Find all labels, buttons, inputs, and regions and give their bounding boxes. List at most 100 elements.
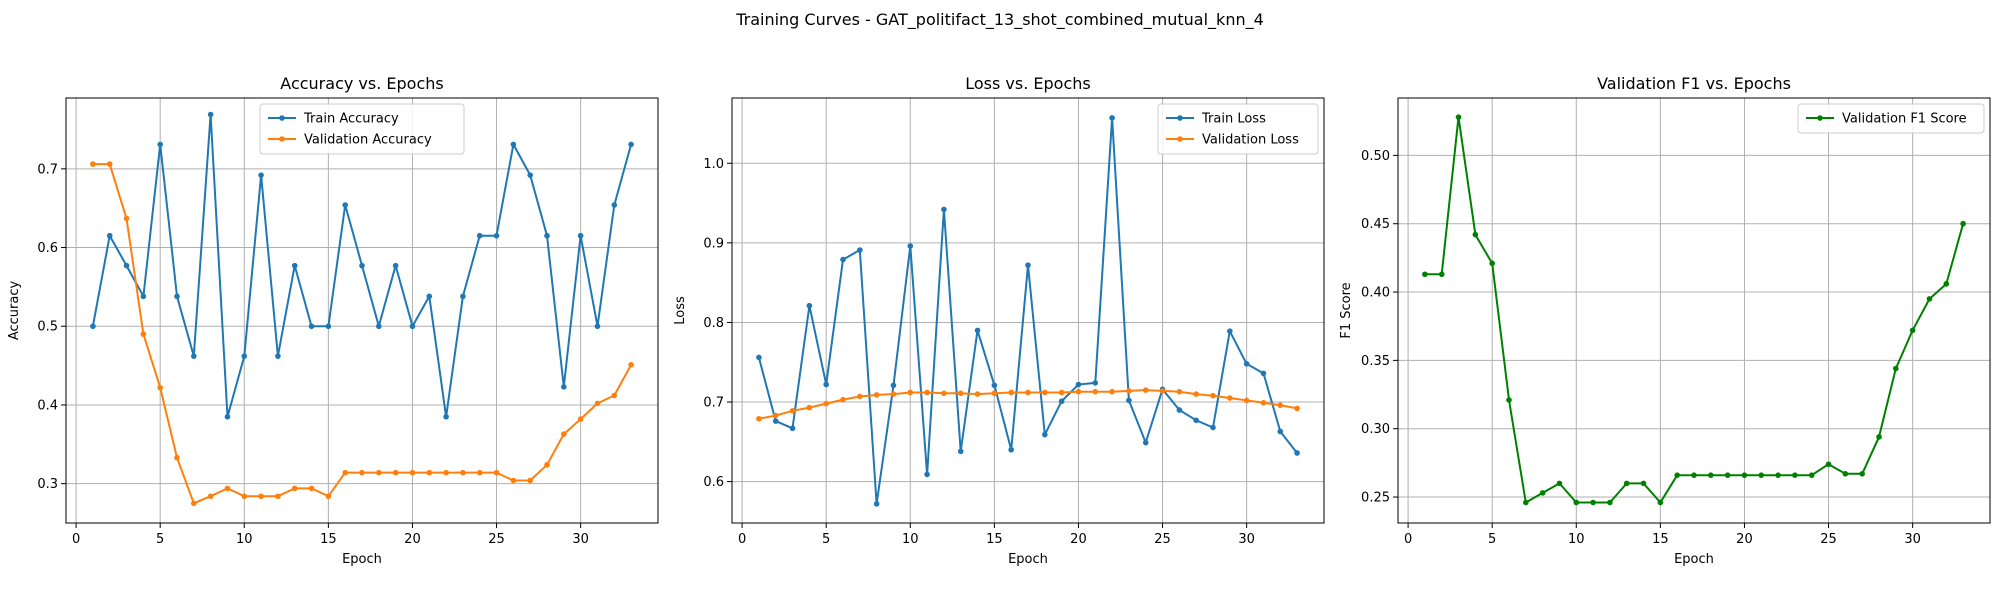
- data-point: [174, 454, 180, 461]
- x-tick-label: 0: [72, 532, 80, 547]
- data-point: [308, 323, 315, 330]
- y-tick-label: 0.40: [1361, 286, 1390, 301]
- data-point: [1422, 271, 1428, 278]
- legend-label: Train Accuracy: [303, 112, 399, 127]
- plot-frame: [731, 97, 1325, 524]
- legend-marker: [1177, 136, 1183, 142]
- data-point: [941, 206, 947, 213]
- figure-title: Training Curves - GAT_politifact_13_shot…: [735, 10, 1264, 30]
- data-point: [258, 172, 264, 178]
- data-point: [157, 141, 163, 148]
- legend-label: Validation Loss: [1202, 133, 1299, 148]
- y-tick-label: 0.3: [37, 477, 58, 492]
- y-tick-label: 0.7: [703, 396, 724, 411]
- data-point: [1092, 380, 1099, 386]
- data-point: [544, 461, 550, 468]
- data-point: [1943, 281, 1950, 287]
- x-tick-label: 0: [1404, 532, 1412, 547]
- legend-box: [1157, 103, 1319, 155]
- data-point: [224, 413, 231, 420]
- data-point: [991, 390, 998, 397]
- data-point: [342, 469, 348, 476]
- legend: Train Loss Validation Loss: [1157, 103, 1319, 155]
- data-point: [806, 404, 813, 411]
- x-tick-label: 25: [488, 532, 505, 547]
- data-point: [1876, 434, 1882, 440]
- data-point: [1294, 450, 1300, 456]
- legend-marker: [1817, 115, 1823, 121]
- data-point: [527, 477, 533, 484]
- y-tick-label: 0.35: [1361, 354, 1390, 369]
- data-point: [544, 232, 550, 239]
- data-point: [359, 469, 365, 476]
- x-tick-label: 5: [822, 532, 830, 547]
- data-point: [890, 382, 897, 389]
- data-point: [1025, 389, 1031, 396]
- data-point: [325, 323, 332, 330]
- data-point: [1691, 472, 1697, 478]
- data-point: [426, 293, 433, 300]
- data-point: [1607, 499, 1613, 506]
- data-point: [1227, 328, 1233, 334]
- data-point: [207, 111, 214, 118]
- data-point: [1859, 471, 1865, 477]
- data-point: [1260, 400, 1267, 406]
- y-tick-label: 0.45: [1361, 217, 1390, 232]
- data-point: [106, 232, 113, 239]
- data-point: [1109, 388, 1115, 395]
- y-tick-label: 0.50: [1361, 149, 1390, 164]
- data-point: [561, 431, 567, 437]
- data-point: [772, 412, 779, 419]
- data-point: [1775, 472, 1781, 478]
- legend-box: [259, 103, 465, 155]
- x-tick-label: 5: [156, 532, 164, 547]
- data-point: [1472, 231, 1479, 238]
- data-point: [1455, 114, 1462, 120]
- data-point: [1042, 389, 1048, 396]
- data-point: [924, 389, 930, 396]
- data-point: [1277, 402, 1284, 409]
- data-point: [823, 381, 829, 388]
- data-point: [1674, 472, 1680, 478]
- legend-label: Validation Accuracy: [304, 133, 432, 148]
- data-point: [1075, 388, 1082, 395]
- chart-title: Accuracy vs. Epochs: [280, 74, 443, 93]
- x-tick-label: 20: [1070, 532, 1087, 547]
- data-point: [594, 400, 601, 407]
- data-point: [957, 390, 964, 397]
- y-tick-label: 0.7: [37, 162, 58, 177]
- data-point: [577, 416, 584, 422]
- data-point: [873, 392, 880, 398]
- data-point: [1109, 115, 1115, 121]
- chart-title: Validation F1 vs. Epochs: [1597, 74, 1791, 93]
- data-point: [1556, 480, 1563, 487]
- data-point: [907, 243, 914, 249]
- chart-panel-2: 0 5 10 15 20 25 30 0.6 0.7 0.8 0.9 1.0 Loss vs. Epoc…: [673, 74, 1325, 567]
- x-tick-label: 25: [1820, 532, 1837, 547]
- data-point: [873, 501, 880, 507]
- legend-label: Train Loss: [1201, 112, 1266, 127]
- data-point: [409, 469, 416, 476]
- series-line-1: [1424, 116, 1965, 504]
- data-point: [1640, 480, 1647, 487]
- data-point: [840, 396, 846, 403]
- data-point: [241, 493, 248, 500]
- data-point: [1623, 480, 1630, 487]
- data-point: [1909, 327, 1916, 334]
- data-point: [90, 161, 96, 167]
- data-point: [1008, 446, 1014, 453]
- data-point: [376, 469, 382, 476]
- x-tick-label: 25: [1154, 532, 1171, 547]
- data-point: [1227, 395, 1233, 401]
- data-point: [106, 161, 113, 167]
- legend-marker: [279, 136, 285, 142]
- data-point: [823, 400, 829, 407]
- data-point: [1193, 391, 1199, 397]
- y-axis-label: F1 Score: [1339, 282, 1354, 338]
- x-tick-label: 20: [1736, 532, 1753, 547]
- data-point: [191, 500, 197, 507]
- plot-frame: [65, 97, 659, 524]
- data-point: [806, 302, 813, 309]
- data-point: [1142, 439, 1149, 446]
- data-point: [1893, 365, 1899, 372]
